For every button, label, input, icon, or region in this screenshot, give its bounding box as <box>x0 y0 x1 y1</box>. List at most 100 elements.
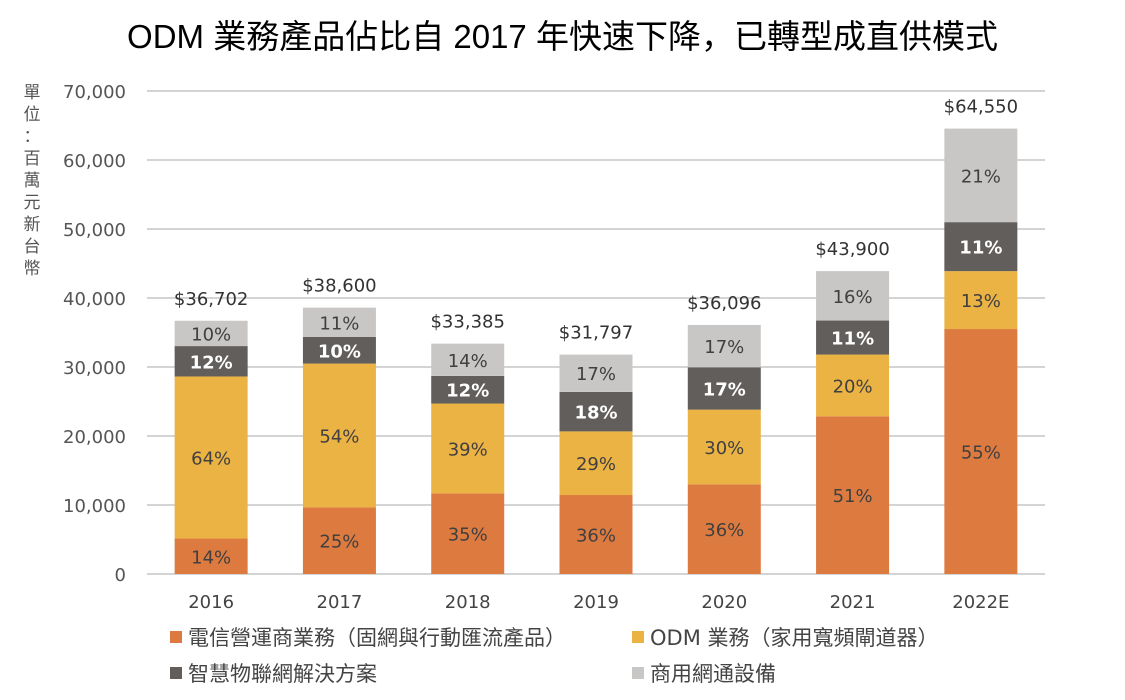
unit-char: 單 <box>23 83 41 103</box>
segment-label: 10% <box>318 341 361 362</box>
segment-label: 11% <box>319 313 359 334</box>
bar-segment <box>302 507 376 574</box>
legend-swatch <box>170 631 182 643</box>
bar-segment <box>944 128 1018 223</box>
segment-label: 17% <box>704 337 744 358</box>
x-tick-label: 2022E <box>952 592 1009 613</box>
legend-swatch <box>170 667 182 679</box>
x-tick-label: 2019 <box>573 592 619 613</box>
segment-label: 51% <box>833 486 873 507</box>
segment-label: 14% <box>448 351 488 372</box>
segment-label: 12% <box>190 352 233 373</box>
bar-segment <box>431 343 505 376</box>
bar-segment <box>174 320 248 347</box>
bar-segment <box>687 484 761 574</box>
legend-swatch <box>632 631 644 643</box>
bar-segment <box>816 354 890 417</box>
bar-segment <box>687 409 761 485</box>
bar-segment <box>302 363 376 508</box>
total-label: $64,550 <box>944 97 1018 118</box>
segment-label: 11% <box>959 238 1002 259</box>
segment-label: 18% <box>574 403 617 424</box>
legend-label: 智慧物聯網解決方案 <box>188 662 377 686</box>
legend-item: 智慧物聯網解決方案 <box>170 658 377 688</box>
segment-label: 29% <box>576 454 616 475</box>
bar-segment <box>944 222 1018 272</box>
y-tick-label: 20,000 <box>63 427 126 448</box>
total-label: $36,702 <box>174 289 248 310</box>
total-label: $31,797 <box>559 323 633 344</box>
unit-char: 新 <box>23 215 41 235</box>
y-tick-label: 60,000 <box>63 151 126 172</box>
unit-char: 幣 <box>23 259 41 279</box>
legend-swatch <box>632 667 644 679</box>
bar-segment <box>174 376 248 539</box>
segment-label: 36% <box>704 520 744 541</box>
segment-label: 17% <box>576 364 616 385</box>
total-label: $36,096 <box>687 293 761 314</box>
y-tick-label: 50,000 <box>63 220 126 241</box>
unit-char: 元 <box>23 193 41 213</box>
total-label: $33,385 <box>430 312 504 333</box>
segment-label: 13% <box>961 291 1001 312</box>
segment-label: 39% <box>448 439 488 460</box>
bar-segment <box>431 375 505 404</box>
segment-label: 36% <box>576 526 616 547</box>
legend-item: ODM 業務（家用寬頻閘道器） <box>632 622 939 652</box>
y-tick-label: 40,000 <box>63 289 126 310</box>
y-tick-label: 30,000 <box>63 358 126 379</box>
segment-label: 12% <box>446 381 489 402</box>
bar-segment <box>431 403 505 494</box>
segment-label: 55% <box>961 443 1001 464</box>
segment-label: 20% <box>833 376 873 397</box>
bar-segment <box>559 431 633 496</box>
bar-segment <box>816 271 890 321</box>
legend-label: 商用網通設備 <box>650 662 776 686</box>
bar-segment <box>687 367 761 410</box>
bar-segment <box>559 391 633 432</box>
x-tick-label: 2021 <box>830 592 876 613</box>
x-tick-label: 2017 <box>317 592 363 613</box>
bar-segment <box>559 495 633 574</box>
segment-label: 54% <box>319 427 359 448</box>
segment-label: 35% <box>448 525 488 546</box>
legend-label: 電信營運商業務（固網與行動匯流產品） <box>188 626 566 650</box>
y-tick-label: 10,000 <box>63 496 126 517</box>
bar-segment <box>559 354 633 392</box>
bar-segment <box>944 329 1018 574</box>
y-tick-label: 70,000 <box>63 82 126 103</box>
segment-label: 25% <box>319 532 359 553</box>
unit-char: 百 <box>23 149 41 169</box>
bar-segment <box>816 320 890 355</box>
segment-label: 14% <box>191 547 231 568</box>
x-tick-label: 2018 <box>445 592 491 613</box>
segment-label: 21% <box>961 166 1001 187</box>
legend-label: ODM 業務（家用寬頻閘道器） <box>650 626 939 650</box>
y-axis-unit-label: 單位：百萬元新台幣 <box>22 82 42 280</box>
x-tick-label: 2016 <box>188 592 234 613</box>
segment-label: 10% <box>191 324 231 345</box>
segment-label: 64% <box>191 449 231 470</box>
legend-item: 商用網通設備 <box>632 658 776 688</box>
segment-label: 17% <box>703 379 746 400</box>
segment-label: 16% <box>833 287 873 308</box>
bar-segment <box>174 346 248 377</box>
bar-segment <box>302 307 376 337</box>
segment-label: 30% <box>704 438 744 459</box>
x-tick-label: 2020 <box>701 592 747 613</box>
bar-segment <box>944 271 1018 330</box>
unit-char: ： <box>23 127 41 147</box>
unit-char: 萬 <box>23 171 41 191</box>
segment-label: 11% <box>831 329 874 350</box>
total-label: $38,600 <box>302 276 376 297</box>
y-tick-label: 0 <box>115 565 126 586</box>
unit-char: 位 <box>23 105 41 125</box>
bar-segment <box>687 324 761 368</box>
unit-char: 台 <box>23 237 41 257</box>
total-label: $43,900 <box>815 239 889 260</box>
legend-item: 電信營運商業務（固網與行動匯流產品） <box>170 622 566 652</box>
bar-segment <box>174 538 248 574</box>
chart-title: ODM 業務產品佔比自 2017 年快速下降，已轉型成直供模式 <box>127 18 998 55</box>
bar-segment <box>816 416 890 574</box>
